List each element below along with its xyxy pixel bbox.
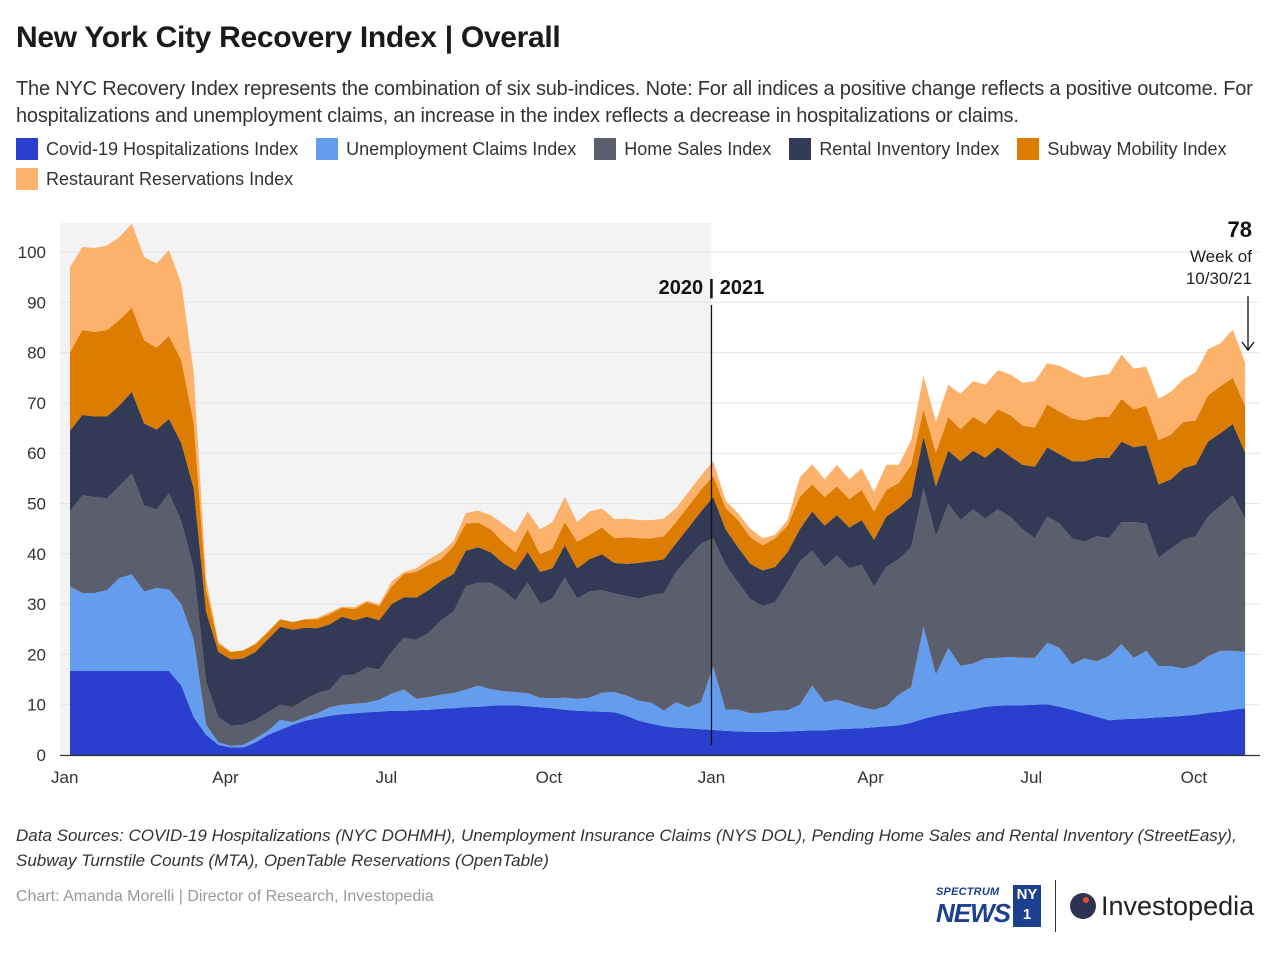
logo-one-text: 1 <box>1022 906 1032 923</box>
logo-news-text: NEWS <box>936 897 1011 928</box>
legend-item-rental-inventory: Rental Inventory Index <box>789 138 999 160</box>
legend-item-hospitalizations: Covid-19 Hospitalizations Index <box>16 138 298 160</box>
legend-label: Home Sales Index <box>624 139 772 159</box>
investopedia-mark-icon <box>1070 893 1096 919</box>
page-title: New York City Recovery Index | Overall <box>16 21 561 54</box>
x-tick-label: Jul <box>375 768 397 787</box>
legend-label: Unemployment Claims Index <box>346 139 577 159</box>
y-tick-label: 60 <box>27 444 46 463</box>
legend-swatch <box>1017 138 1040 160</box>
logo-ny1-box: NY 1 <box>1013 885 1041 927</box>
latest-week-label: Week of <box>1190 247 1252 266</box>
area-rental-inventory-index <box>70 391 1246 726</box>
y-tick-label: 20 <box>27 645 46 664</box>
x-tick-label: Jan <box>698 768 725 787</box>
chart-subtitle: The NYC Recovery Index represents the co… <box>16 78 1253 127</box>
chart-legend: Covid-19 Hospitalizations Index Unemploy… <box>16 138 1271 190</box>
legend-item-subway-mobility: Subway Mobility Index <box>1017 138 1227 160</box>
chart-footer: Data Sources: COVID-19 Hospitalizations … <box>16 823 1237 907</box>
data-sources: Data Sources: COVID-19 Hospitalizations … <box>16 823 1271 873</box>
y-tick-label: 70 <box>27 394 46 413</box>
logo-spectrum-text: SPECTRUM <box>936 885 1000 898</box>
legend-label: Restaurant Reservations Index <box>46 169 294 189</box>
sources-line-2: Subway Turnstile Counts (MTA), OpenTable… <box>16 851 549 870</box>
y-tick-label: 40 <box>27 545 46 564</box>
legend-label: Subway Mobility Index <box>1047 139 1227 159</box>
arrow-down-icon <box>1241 296 1255 352</box>
area-covid-19-hospitalizations-index <box>70 671 1246 755</box>
logo-divider <box>1055 880 1056 932</box>
y-tick-label: 30 <box>27 595 46 614</box>
x-tick-label: Apr <box>857 768 884 787</box>
y-tick-label: 0 <box>37 746 46 765</box>
legend-swatch <box>316 138 339 160</box>
legend-swatch <box>594 138 617 160</box>
legend-label: Rental Inventory Index <box>819 139 1000 159</box>
legend-swatch <box>16 138 38 160</box>
logo-ny-text: NY <box>1016 886 1038 903</box>
legend-item-unemployment: Unemployment Claims Index <box>316 138 576 160</box>
area-unemployment-claims-index <box>70 574 1246 748</box>
latest-date-label: 10/30/21 <box>1186 269 1252 288</box>
investopedia-logo: Investopedia <box>1070 890 1254 922</box>
logos: SPECTRUM NEWS NY 1 Investopedia <box>936 880 1254 932</box>
y-tick-label: 50 <box>27 495 46 514</box>
year-divider-label: 2020 | 2021 <box>659 277 765 299</box>
chart-credit: Chart: Amanda Morelli | Director of Rese… <box>16 888 434 905</box>
latest-value-label: 78 <box>1228 217 1252 242</box>
legend-swatch <box>16 168 38 190</box>
legend-item-restaurant-reservations: Restaurant Reservations Index <box>16 168 293 190</box>
x-tick-label: Oct <box>536 768 563 787</box>
logo-investopedia-text: Investopedia <box>1101 891 1255 921</box>
area-home-sales-index <box>70 473 1246 746</box>
y-tick-label: 80 <box>27 344 46 363</box>
chart-header: New York City Recovery Index | Overall T… <box>16 20 1271 190</box>
spectrum-news-ny1-logo: SPECTRUM NEWS NY 1 <box>936 885 1041 927</box>
y-tick-label: 100 <box>18 243 46 262</box>
x-tick-label: Jul <box>1020 768 1042 787</box>
y-tick-label: 10 <box>27 696 46 715</box>
x-tick-label: Oct <box>1181 768 1208 787</box>
y-tick-label: 90 <box>27 293 46 312</box>
legend-item-home-sales: Home Sales Index <box>594 138 771 160</box>
x-tick-label: Apr <box>212 768 239 787</box>
sources-line-1: Data Sources: COVID-19 Hospitalizations … <box>16 826 1237 845</box>
legend-swatch <box>789 138 812 160</box>
x-tick-label: Jan <box>51 768 78 787</box>
legend-label: Covid-19 Hospitalizations Index <box>46 139 299 159</box>
